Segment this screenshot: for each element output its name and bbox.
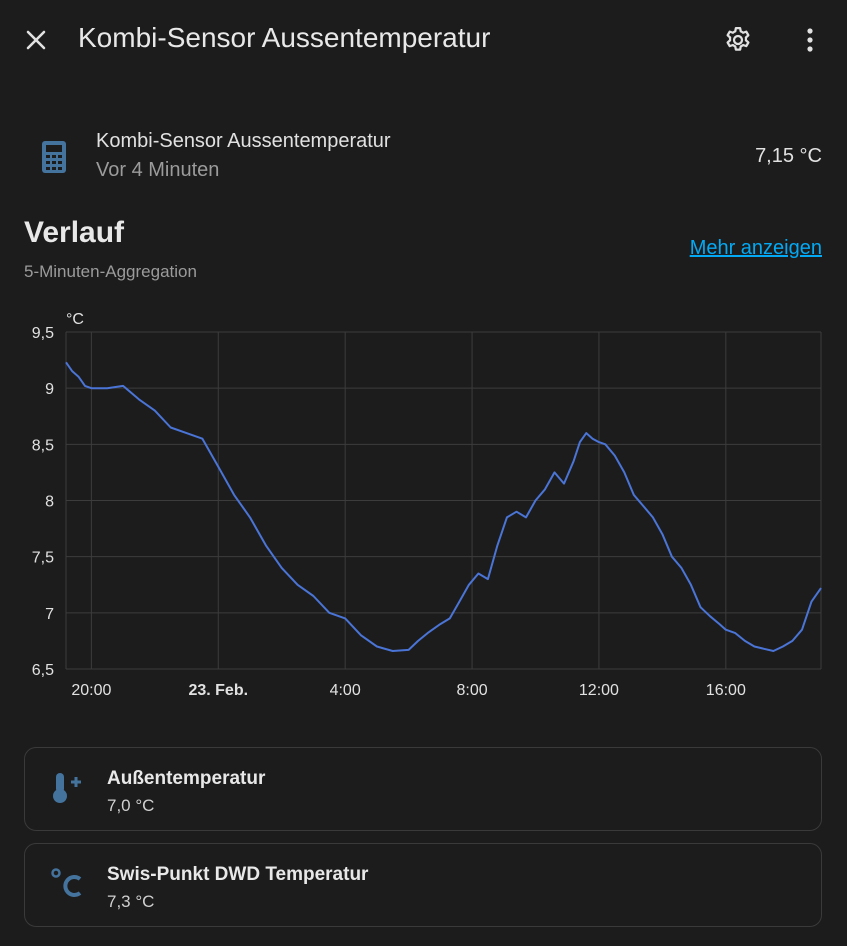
y-tick-label: 7	[45, 606, 54, 623]
entity-name: Kombi-Sensor Aussentemperatur	[96, 130, 391, 152]
history-subtitle: 5-Minuten-Aggregation	[24, 262, 197, 281]
y-unit-label: °C	[66, 311, 84, 328]
related-entity-card[interactable]: Außentemperatur 7,0 °C	[24, 747, 822, 831]
close-button[interactable]	[14, 18, 58, 62]
x-tick-label: 16:00	[706, 682, 746, 699]
x-tick-label: 4:00	[330, 682, 361, 699]
entity-last-changed: Vor 4 Minuten	[96, 159, 220, 181]
celsius-icon	[49, 866, 85, 902]
more-vertical-icon	[807, 28, 813, 52]
x-tick-label: 23. Feb.	[188, 682, 248, 699]
entity-row[interactable]: Kombi-Sensor Aussentemperatur Vor 4 Minu…	[24, 120, 822, 192]
entity-state: 7,15 °C	[755, 145, 822, 167]
related-entity-card[interactable]: Swis-Punkt DWD Temperatur 7,3 °C	[24, 843, 822, 927]
y-tick-label: 6,5	[32, 662, 54, 679]
series-line	[65, 361, 822, 652]
card-name: Außentemperatur	[107, 768, 266, 789]
y-tick-label: 8	[45, 494, 54, 511]
top-bar: Kombi-Sensor Aussentemperatur	[0, 0, 847, 80]
dialog-title: Kombi-Sensor Aussentemperatur	[78, 22, 491, 53]
card-state: 7,3 °C	[107, 892, 155, 911]
y-tick-label: 9	[45, 381, 54, 398]
y-tick-label: 9,5	[32, 325, 54, 342]
calculator-icon	[42, 141, 66, 173]
x-tick-label: 8:00	[456, 682, 487, 699]
y-tick-label: 7,5	[32, 550, 54, 567]
settings-button[interactable]	[716, 18, 760, 62]
card-name: Swis-Punkt DWD Temperatur	[107, 864, 369, 885]
more-options-button[interactable]	[788, 18, 832, 62]
x-tick-label: 12:00	[579, 682, 619, 699]
history-title: Verlauf	[24, 216, 125, 249]
x-tick-label: 20:00	[71, 682, 111, 699]
show-more-link[interactable]: Mehr anzeigen	[689, 237, 822, 259]
history-chart[interactable]: °C 9,5 9 8,5 8 7,5 7 6,5 20:00 23. Feb. 4:00 8:00 12…	[0, 300, 847, 710]
y-tick-label: 8,5	[32, 437, 54, 454]
card-state: 7,0 °C	[107, 796, 155, 815]
gear-icon	[726, 27, 750, 51]
close-icon	[26, 30, 46, 50]
thermometer-plus-icon	[49, 770, 85, 806]
